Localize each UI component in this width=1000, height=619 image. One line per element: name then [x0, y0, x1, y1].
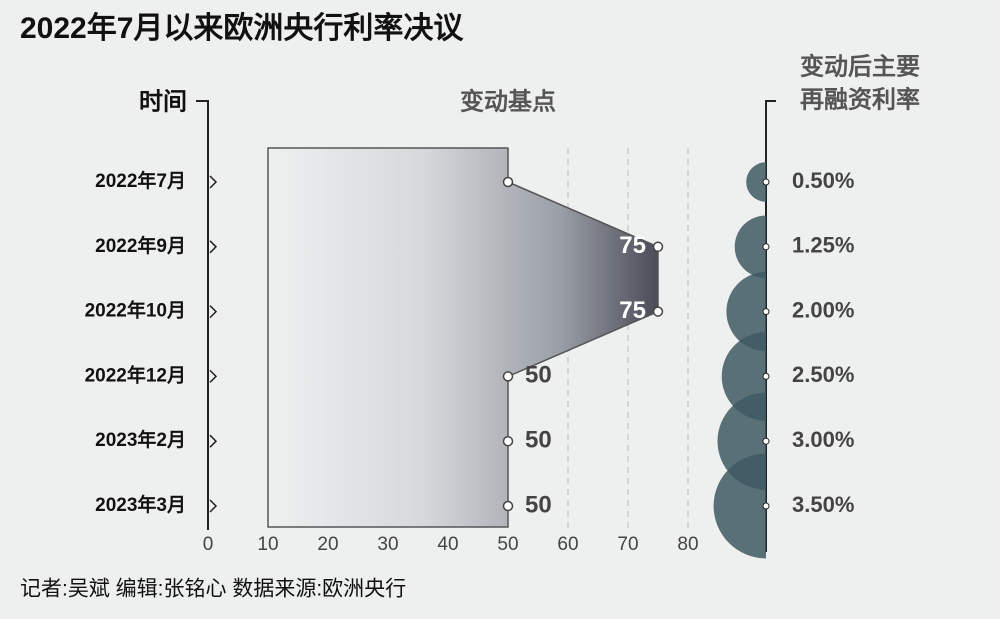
rate-bubble: [726, 272, 766, 352]
x-tick-label: 2022年10月: [85, 299, 186, 322]
rate-dot: [762, 308, 770, 316]
credits: 记者:吴斌 编辑:张铭心 数据来源:欧洲央行: [20, 578, 406, 601]
category-title: 时间: [139, 88, 187, 115]
category-axis: [196, 100, 209, 530]
x-tick-label: 40: [437, 534, 458, 555]
x-tick-label: 20: [317, 534, 338, 555]
x-tick-label: 0: [203, 534, 214, 555]
rate-bubble: [734, 215, 766, 279]
data-label: 75: [619, 297, 646, 324]
row-marker: [209, 499, 218, 513]
row-marker: [209, 434, 218, 448]
point: [502, 371, 514, 382]
rate-label: 2.00%: [792, 297, 854, 322]
rate-title: 再融资利率: [800, 85, 920, 113]
x-tick-label: 2023年3月: [95, 493, 186, 516]
x-tick-label: 2023年2月: [95, 428, 186, 451]
x-tick-label: 70: [617, 534, 638, 555]
x-tick-label: 2022年9月: [95, 234, 186, 257]
rate-label: 1.25%: [792, 233, 854, 258]
row-marker: [209, 240, 218, 254]
x-tick-label: 30: [377, 534, 398, 555]
point: [652, 241, 664, 253]
row-marker: [209, 305, 218, 319]
x-tick-label: 80: [677, 534, 698, 555]
rate-bubble: [713, 453, 766, 559]
point: [502, 500, 514, 512]
point: [502, 435, 514, 447]
rate-label: 0.50%: [792, 168, 854, 193]
data-label: 50: [525, 362, 552, 389]
rate-dot: [762, 372, 770, 380]
rate-bubble: [746, 162, 766, 202]
rate-label: 2.50%: [792, 362, 854, 387]
data-label: 50: [525, 427, 552, 454]
x-tick-label: 50: [497, 534, 518, 555]
row-marker: [209, 369, 218, 383]
rate-label: 3.00%: [792, 427, 854, 452]
rate-label: 3.50%: [792, 492, 854, 517]
x-tick-label: 2022年12月: [85, 363, 186, 386]
data-label: 75: [619, 232, 646, 259]
x-tick-label: 2022年7月: [95, 169, 186, 192]
data-label: 50: [525, 491, 552, 518]
rate-dot: [762, 502, 770, 510]
rate-title: 变动后主要: [800, 52, 920, 80]
point: [652, 306, 664, 317]
row-marker: [209, 175, 218, 189]
x-tick-label: 10: [257, 534, 278, 555]
point: [502, 176, 514, 188]
rate-dot: [762, 243, 770, 251]
value-title: 变动基点: [460, 87, 556, 115]
rate-dot: [762, 437, 770, 445]
x-tick-label: 60: [557, 534, 578, 555]
rate-dot: [762, 178, 770, 186]
chart-title: 2022年7月以来欧洲央行利率决议: [20, 12, 464, 45]
